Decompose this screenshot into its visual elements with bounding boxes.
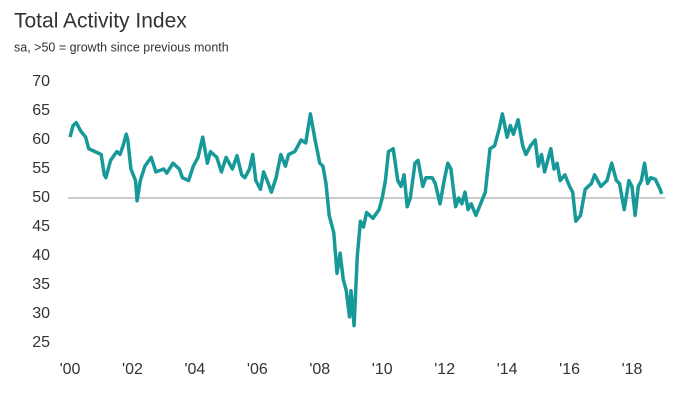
y-tick-label: 40 xyxy=(32,247,50,264)
chart-title: Total Activity Index xyxy=(14,10,187,33)
series-line xyxy=(68,112,664,328)
x-tick-label: '10 xyxy=(372,361,393,378)
x-tick-label: '16 xyxy=(559,361,580,378)
y-tick-label: 25 xyxy=(32,334,50,351)
y-tick-label: 50 xyxy=(32,189,50,206)
x-tick-label: '00 xyxy=(60,361,81,378)
chart-subtitle: sa, >50 = growth since previous month xyxy=(14,40,229,54)
x-tick-label: '18 xyxy=(622,361,643,378)
y-tick-label: 30 xyxy=(32,305,50,322)
y-tick-label: 65 xyxy=(32,102,50,119)
x-tick-label: '14 xyxy=(497,361,518,378)
x-tick-label: '12 xyxy=(434,361,455,378)
y-tick-label: 45 xyxy=(32,218,50,235)
x-tick-label: '02 xyxy=(122,361,143,378)
y-tick-label: 60 xyxy=(32,131,50,148)
y-tick-label: 70 xyxy=(32,73,50,90)
y-tick-label: 55 xyxy=(32,160,50,177)
x-tick-label: '08 xyxy=(309,361,330,378)
x-tick-label: '04 xyxy=(184,361,205,378)
y-tick-label: 35 xyxy=(32,276,50,293)
x-tick-label: '06 xyxy=(247,361,268,378)
